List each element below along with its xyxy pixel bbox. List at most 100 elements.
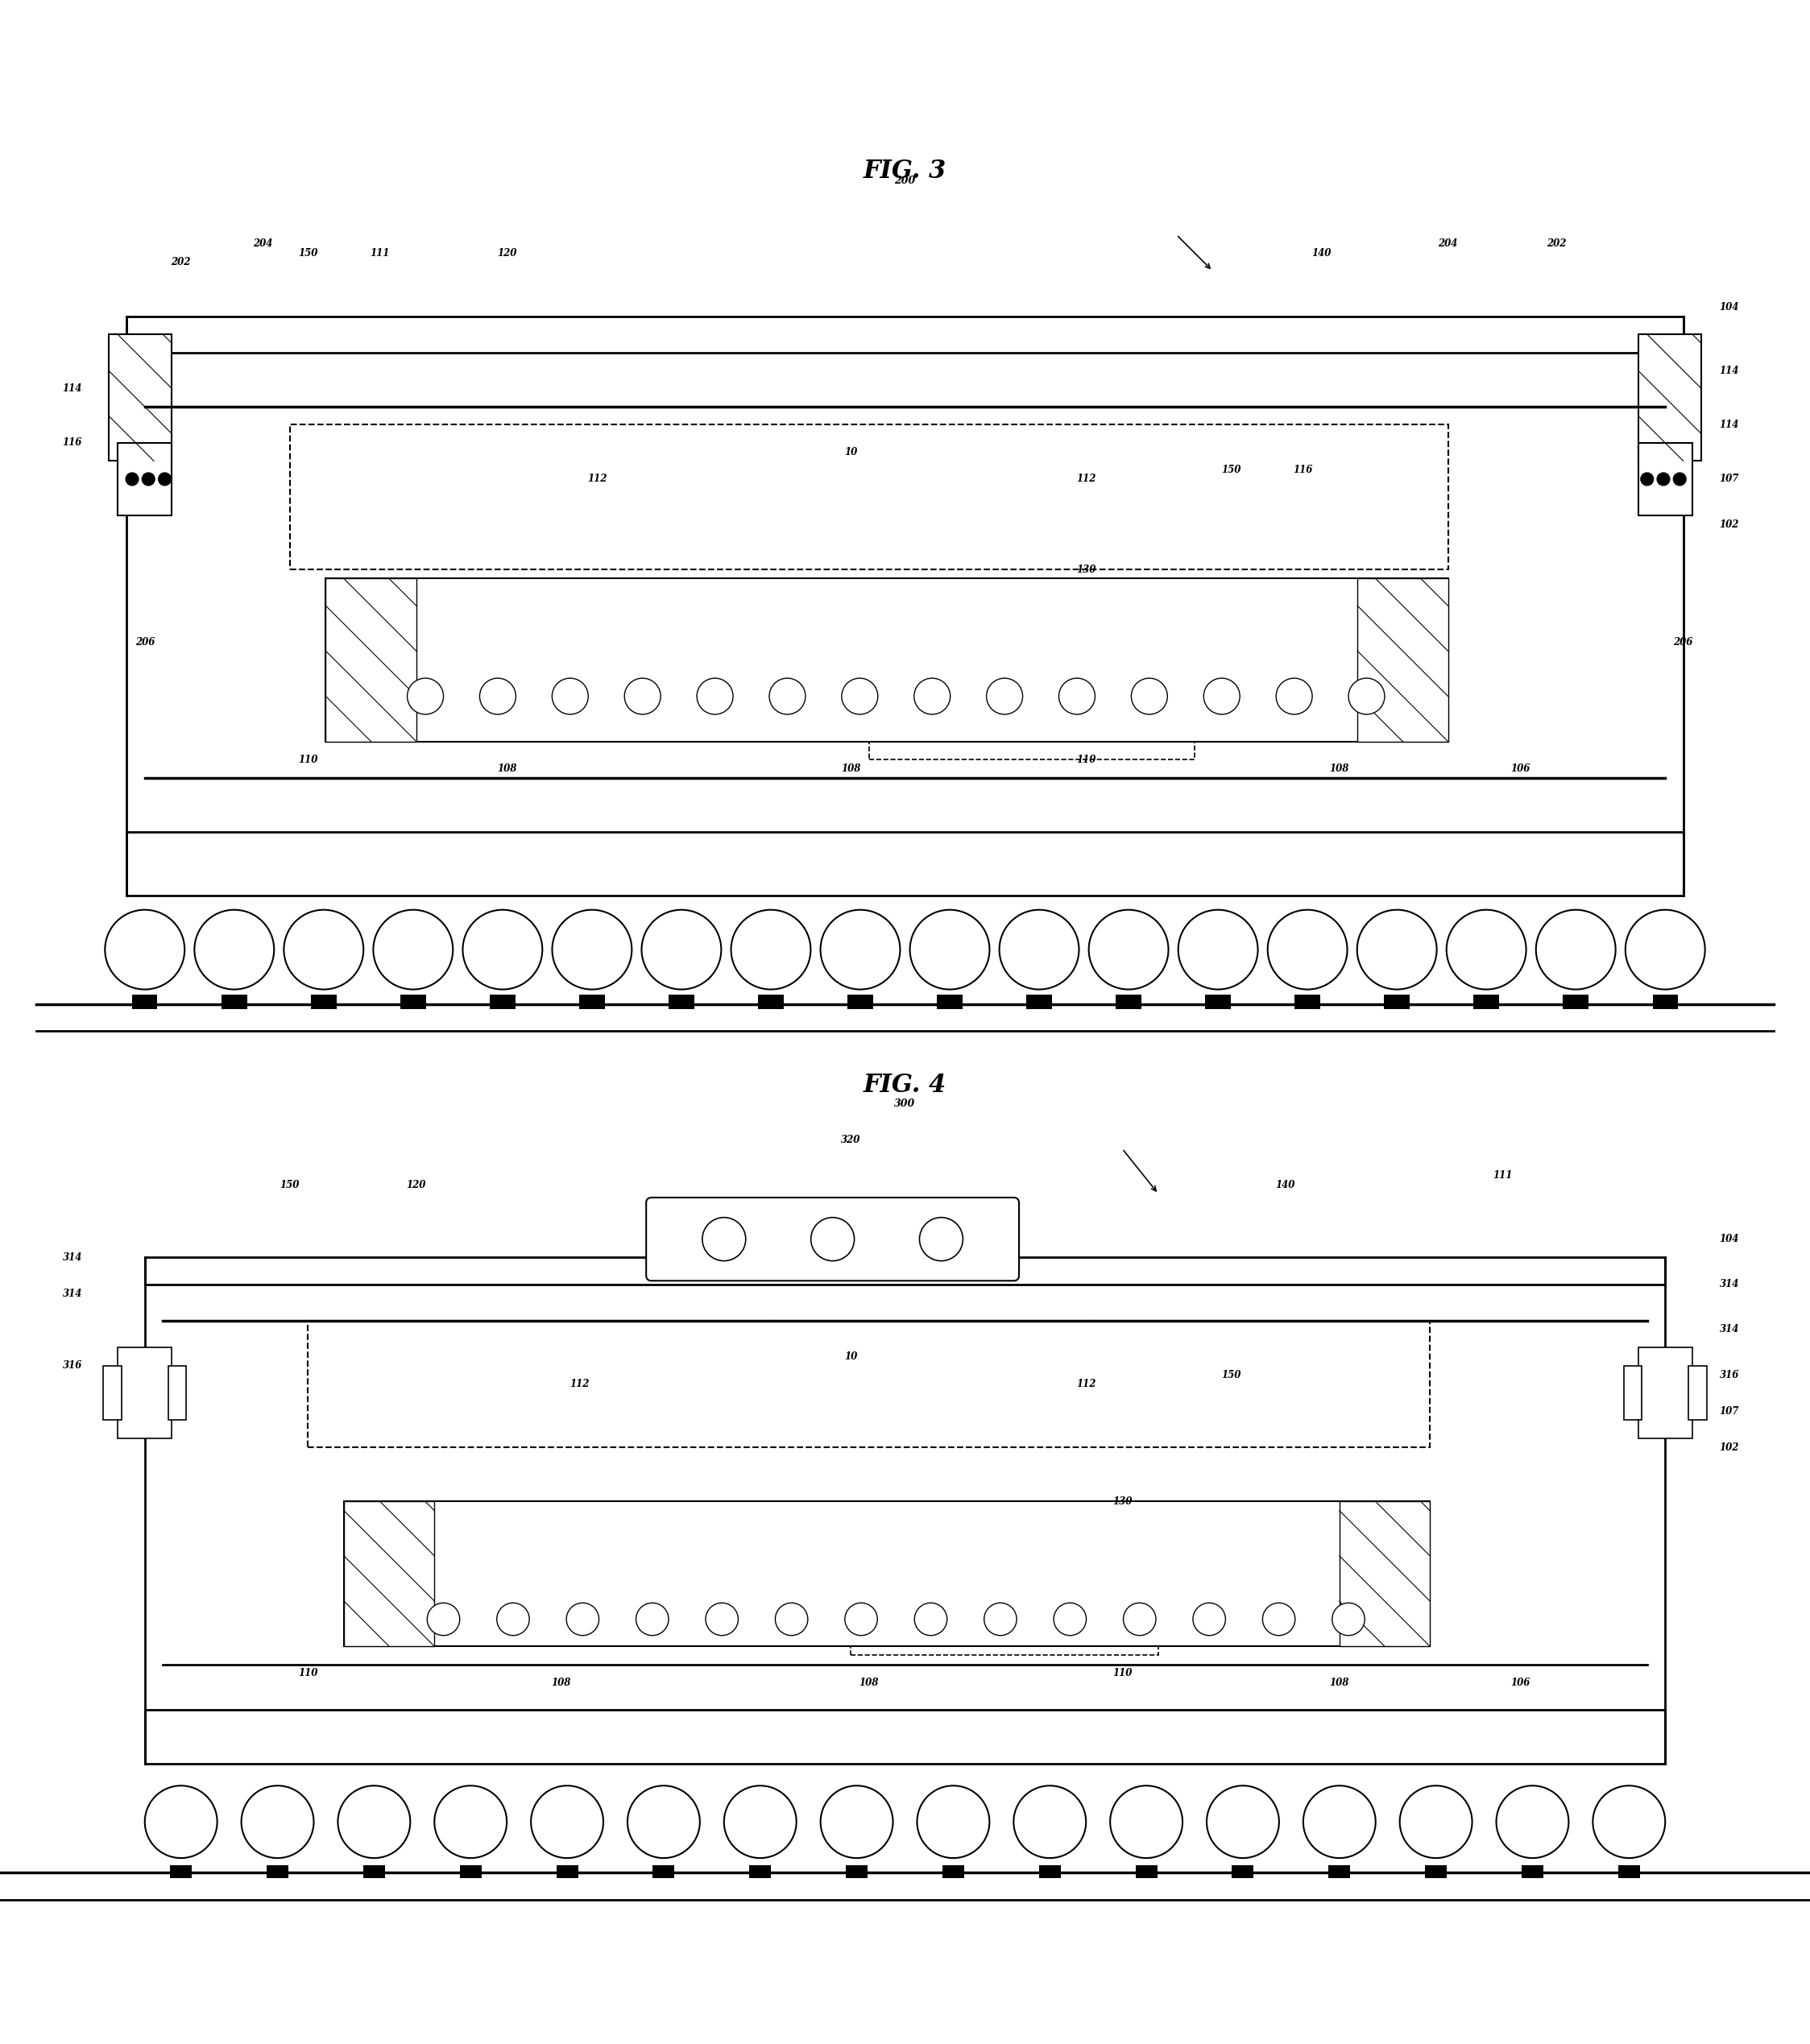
Circle shape (702, 1218, 746, 1261)
Circle shape (1193, 1602, 1225, 1635)
Text: 112: 112 (1077, 1380, 1095, 1390)
Bar (1358, 578, 1448, 742)
Bar (1385, 995, 1410, 1010)
Circle shape (1131, 679, 1167, 713)
Text: 200: 200 (894, 176, 916, 186)
Bar (1135, 1866, 1157, 1878)
Circle shape (910, 910, 990, 989)
Circle shape (1207, 1786, 1280, 1858)
Bar (1339, 1502, 1430, 1645)
Bar (579, 995, 605, 1010)
Text: 108: 108 (552, 1678, 570, 1688)
Text: 10: 10 (843, 1351, 858, 1361)
Circle shape (820, 910, 900, 989)
Bar (1026, 995, 1052, 1010)
Bar (1039, 1866, 1061, 1878)
Bar (308, 1320, 1430, 1447)
Text: 108: 108 (1330, 762, 1348, 775)
Bar (1653, 995, 1678, 1010)
Circle shape (697, 679, 733, 713)
Text: 150: 150 (1222, 464, 1240, 476)
Circle shape (427, 1602, 460, 1635)
Bar (1522, 1866, 1544, 1878)
Bar (1564, 995, 1589, 1010)
FancyBboxPatch shape (646, 1198, 1019, 1282)
Bar (221, 995, 246, 1010)
Bar (170, 1866, 192, 1878)
Circle shape (241, 1786, 313, 1858)
Text: 106: 106 (1511, 762, 1529, 775)
Circle shape (141, 472, 154, 484)
Bar (556, 1866, 577, 1878)
Circle shape (724, 1786, 796, 1858)
Text: 106: 106 (1511, 1678, 1529, 1688)
Circle shape (845, 1602, 878, 1635)
Bar (1424, 1866, 1446, 1878)
Text: 112: 112 (570, 1380, 588, 1390)
Bar (168, 1365, 186, 1421)
Circle shape (918, 1786, 990, 1858)
Text: 150: 150 (281, 1179, 299, 1190)
Circle shape (552, 910, 632, 989)
Circle shape (1537, 910, 1616, 989)
Circle shape (811, 1218, 854, 1261)
Circle shape (1014, 1786, 1086, 1858)
Text: 140: 140 (1276, 1179, 1294, 1190)
Circle shape (820, 1786, 892, 1858)
Text: FIG. 3: FIG. 3 (863, 159, 947, 184)
Circle shape (194, 910, 273, 989)
Circle shape (914, 1602, 947, 1635)
Text: 120: 120 (407, 1179, 425, 1190)
Bar (290, 425, 1448, 570)
Text: 107: 107 (1720, 1406, 1739, 1416)
Circle shape (986, 679, 1023, 713)
Text: 104: 104 (1720, 303, 1739, 313)
Circle shape (1399, 1786, 1472, 1858)
Bar (344, 1502, 1430, 1645)
Circle shape (1332, 1602, 1365, 1635)
Text: 114: 114 (1720, 419, 1739, 429)
Circle shape (1267, 910, 1347, 989)
Circle shape (919, 1218, 963, 1261)
Text: 140: 140 (1312, 247, 1330, 258)
Circle shape (1656, 472, 1669, 484)
Circle shape (628, 1786, 700, 1858)
Text: 314: 314 (63, 1288, 81, 1298)
Circle shape (530, 1786, 603, 1858)
Text: 316: 316 (1720, 1369, 1739, 1380)
Bar (1689, 1365, 1707, 1421)
Circle shape (1059, 679, 1095, 713)
Circle shape (496, 1602, 529, 1635)
Text: 300: 300 (894, 1098, 916, 1108)
Bar (460, 1866, 481, 1878)
Bar (326, 578, 1448, 742)
Text: 112: 112 (588, 474, 606, 484)
Circle shape (480, 679, 516, 713)
Bar (311, 995, 337, 1010)
Circle shape (1053, 1602, 1086, 1635)
Text: 108: 108 (842, 762, 860, 775)
Circle shape (641, 910, 720, 989)
Text: 202: 202 (172, 258, 190, 268)
Text: 130: 130 (1113, 1496, 1131, 1506)
Circle shape (1593, 1786, 1665, 1858)
Bar (109, 335, 172, 462)
Bar (266, 1866, 288, 1878)
Circle shape (567, 1602, 599, 1635)
Bar (145, 1257, 1665, 1284)
Circle shape (769, 679, 805, 713)
Bar (1624, 1365, 1642, 1421)
Bar (145, 1709, 1665, 1764)
Circle shape (145, 1786, 217, 1858)
Circle shape (914, 679, 950, 713)
Bar (1329, 1866, 1350, 1878)
Text: 202: 202 (1548, 239, 1566, 249)
Text: 104: 104 (1720, 1235, 1739, 1245)
Bar (491, 995, 516, 1010)
Bar (847, 995, 872, 1010)
Text: 320: 320 (842, 1134, 860, 1145)
Text: 204: 204 (1439, 239, 1457, 249)
Circle shape (706, 1602, 738, 1635)
Circle shape (463, 910, 543, 989)
Text: 314: 314 (1720, 1280, 1739, 1290)
